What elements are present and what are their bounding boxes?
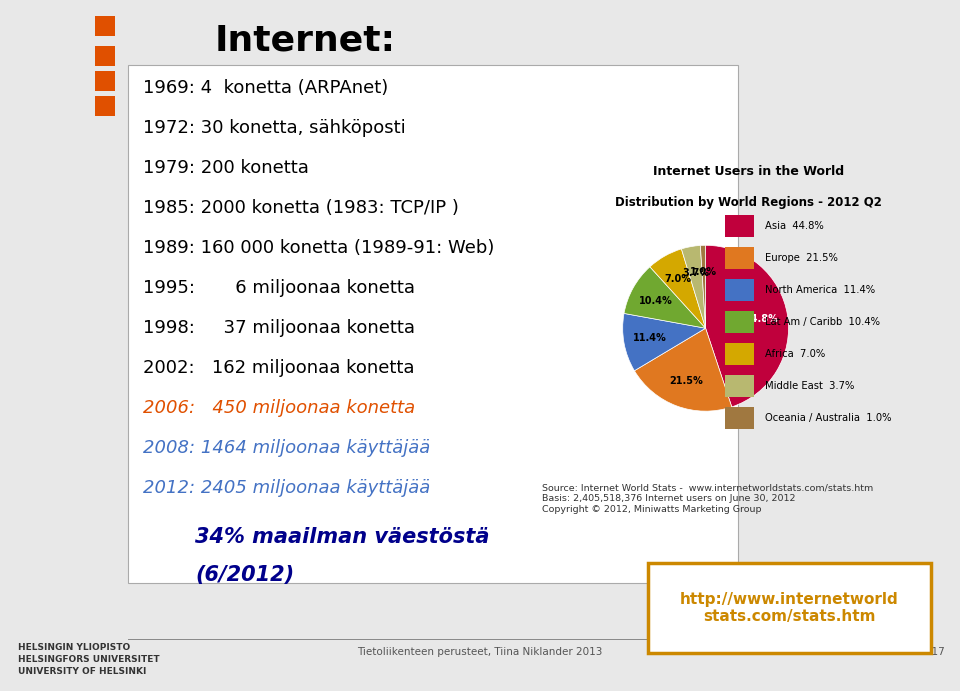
Bar xyxy=(725,407,755,429)
Bar xyxy=(725,247,755,269)
Text: Oceania / Australia  1.0%: Oceania / Australia 1.0% xyxy=(765,413,892,423)
Text: 1972: 30 konetta, sähköposti: 1972: 30 konetta, sähköposti xyxy=(143,119,406,137)
Text: Asia  44.8%: Asia 44.8% xyxy=(765,220,824,231)
Text: 11.4%: 11.4% xyxy=(634,333,667,343)
Text: Tietoliikenteen perusteet, Tiina Niklander 2013: Tietoliikenteen perusteet, Tiina Nikland… xyxy=(357,647,603,657)
Text: 34% maailman väestöstä: 34% maailman väestöstä xyxy=(195,527,490,547)
Text: (6/2012): (6/2012) xyxy=(195,565,294,585)
Text: Europe  21.5%: Europe 21.5% xyxy=(765,253,838,263)
Text: 1989: 160 000 konetta (1989-91: Web): 1989: 160 000 konetta (1989-91: Web) xyxy=(143,239,494,257)
Text: 1969: 4  konetta (ARPAnet): 1969: 4 konetta (ARPAnet) xyxy=(143,79,388,97)
Text: 44.8%: 44.8% xyxy=(744,314,779,324)
Text: 3.7%: 3.7% xyxy=(682,267,709,278)
Text: 2012: 2405 miljoonaa käyttäjää: 2012: 2405 miljoonaa käyttäjää xyxy=(143,479,430,497)
Text: 2006:   450 miljoonaa konetta: 2006: 450 miljoonaa konetta xyxy=(143,399,415,417)
Wedge shape xyxy=(635,328,732,411)
Text: 10.4%: 10.4% xyxy=(639,296,673,306)
Text: 1998:     37 miljoonaa konetta: 1998: 37 miljoonaa konetta xyxy=(143,319,415,337)
FancyBboxPatch shape xyxy=(648,563,931,653)
Bar xyxy=(725,375,755,397)
Bar xyxy=(95,71,115,91)
Text: 1.0%: 1.0% xyxy=(690,267,717,277)
Text: http://www.internetworld
stats.com/stats.htm: http://www.internetworld stats.com/stats… xyxy=(681,592,899,624)
Bar xyxy=(725,278,755,301)
Text: 7.0%: 7.0% xyxy=(664,274,691,284)
Text: 2008: 1464 miljoonaa käyttäjää: 2008: 1464 miljoonaa käyttäjää xyxy=(143,439,430,457)
Wedge shape xyxy=(623,314,706,371)
Text: 21.5%: 21.5% xyxy=(669,376,703,386)
Text: 1995:       6 miljoonaa konetta: 1995: 6 miljoonaa konetta xyxy=(143,279,415,297)
Bar xyxy=(95,16,115,36)
Text: Internet Users in the World: Internet Users in the World xyxy=(653,165,845,178)
Text: HELSINGIN YLIOPISTO
HELSINGFORS UNIVERSITET
UNIVERSITY OF HELSINKI: HELSINGIN YLIOPISTO HELSINGFORS UNIVERSI… xyxy=(18,643,159,676)
Text: Africa  7.0%: Africa 7.0% xyxy=(765,349,826,359)
Text: Middle East  3.7%: Middle East 3.7% xyxy=(765,381,854,391)
Bar xyxy=(725,311,755,333)
Bar xyxy=(95,96,115,116)
Bar xyxy=(725,343,755,365)
Bar xyxy=(128,65,738,583)
Text: 2002:   162 miljoonaa konetta: 2002: 162 miljoonaa konetta xyxy=(143,359,415,377)
Bar xyxy=(725,215,755,237)
Text: 1979: 200 konetta: 1979: 200 konetta xyxy=(143,159,309,177)
Text: Internet:: Internet: xyxy=(215,23,396,57)
Text: Lat Am / Caribb  10.4%: Lat Am / Caribb 10.4% xyxy=(765,317,880,327)
Text: Distribution by World Regions - 2012 Q2: Distribution by World Regions - 2012 Q2 xyxy=(615,196,882,209)
Text: 1985: 2000 konetta (1983: TCP/IP ): 1985: 2000 konetta (1983: TCP/IP ) xyxy=(143,199,459,217)
Wedge shape xyxy=(706,245,788,407)
Wedge shape xyxy=(650,249,706,328)
Wedge shape xyxy=(701,245,706,328)
Text: 28.10.2013        17: 28.10.2013 17 xyxy=(847,647,945,657)
Wedge shape xyxy=(682,245,706,328)
Text: North America  11.4%: North America 11.4% xyxy=(765,285,876,295)
Wedge shape xyxy=(624,267,706,328)
Bar xyxy=(95,46,115,66)
Text: Source: Internet World Stats -  www.internetworldstats.com/stats.htm
Basis: 2,40: Source: Internet World Stats - www.inter… xyxy=(542,484,874,513)
